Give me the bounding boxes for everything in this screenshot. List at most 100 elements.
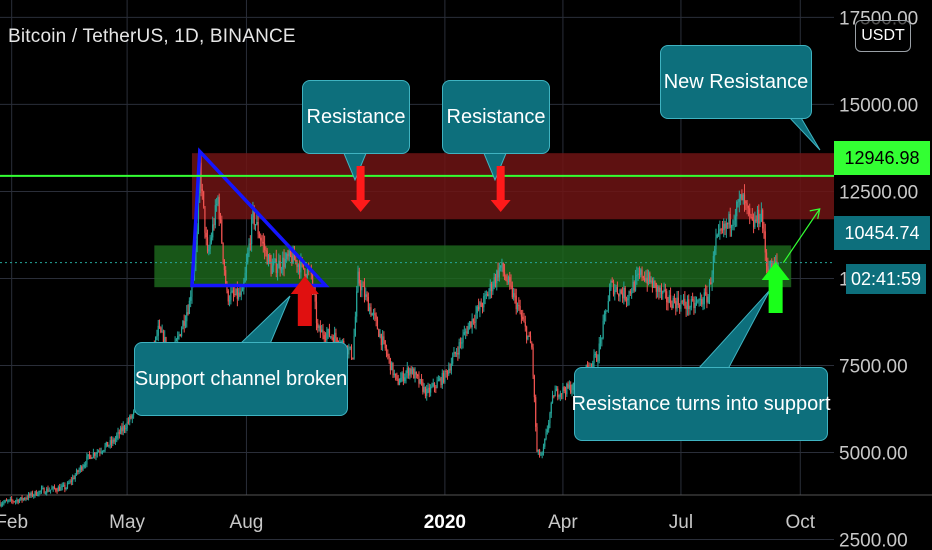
- candle-body: [754, 219, 756, 228]
- candle-body: [414, 371, 416, 379]
- candle-body: [510, 281, 512, 286]
- candle-body: [33, 495, 35, 497]
- candle-body: [666, 291, 668, 303]
- candle-body: [158, 325, 161, 328]
- candle-body: [191, 284, 193, 297]
- candle-body: [241, 289, 244, 292]
- currency-button[interactable]: USDT: [855, 20, 911, 52]
- candle-body: [607, 300, 609, 311]
- candle-body: [204, 206, 206, 233]
- candle-body: [366, 294, 368, 298]
- candle-body: [406, 368, 408, 373]
- candle-body: [440, 378, 442, 385]
- candle-body: [262, 241, 264, 244]
- candle-body: [37, 494, 39, 496]
- candle-body: [625, 299, 628, 301]
- candle-body: [296, 260, 298, 267]
- candle-body: [30, 492, 32, 496]
- candle-body: [492, 286, 494, 292]
- candle-body: [620, 290, 622, 294]
- candle-body: [689, 307, 691, 310]
- candle-body: [684, 298, 686, 306]
- candle-body: [78, 469, 80, 473]
- candle-body: [336, 337, 338, 343]
- candle-body: [650, 280, 652, 282]
- candle-body: [35, 491, 37, 496]
- candle-body: [467, 326, 469, 334]
- candle-body: [127, 421, 130, 423]
- candle-body: [457, 353, 459, 355]
- candle-body: [81, 466, 83, 470]
- candle-body: [563, 387, 565, 392]
- time-tick-label: 2020: [424, 512, 466, 533]
- candle-body: [90, 455, 92, 459]
- candle-body: [767, 266, 769, 272]
- candle-body: [598, 343, 600, 362]
- candle-body: [402, 372, 404, 382]
- candle-body: [100, 451, 102, 453]
- candle-body: [254, 224, 257, 226]
- callout-tail: [696, 289, 771, 370]
- candle-body: [52, 486, 54, 489]
- candle-body: [356, 291, 358, 317]
- candle-body: [187, 312, 189, 314]
- candle-body: [383, 336, 385, 341]
- candle-body: [393, 373, 395, 376]
- candle-body: [636, 274, 638, 277]
- candle-body: [400, 378, 402, 383]
- candle-body: [609, 289, 611, 301]
- candle-body: [721, 229, 724, 231]
- candle-body: [611, 281, 613, 283]
- candle-body: [616, 287, 618, 294]
- candle-body: [227, 290, 229, 302]
- candle-body: [468, 321, 471, 327]
- candle-body: [711, 274, 713, 285]
- candle-body: [597, 361, 599, 363]
- candle-body: [458, 342, 460, 355]
- candle-body: [675, 301, 677, 309]
- candle-body: [108, 445, 110, 447]
- resistance-price-label: 12946.98: [834, 141, 930, 175]
- candle-body: [34, 491, 36, 496]
- candle-body: [305, 275, 307, 277]
- candle-body: [736, 201, 738, 217]
- candle-body: [244, 272, 246, 283]
- candle-body: [203, 191, 205, 207]
- candle-body: [734, 216, 737, 221]
- candle-body: [649, 272, 651, 282]
- candle-body: [44, 493, 46, 495]
- candle-body: [514, 293, 516, 296]
- candle-body: [732, 224, 734, 226]
- candle-body: [688, 299, 690, 310]
- candle-body: [77, 470, 79, 473]
- candle-body: [114, 438, 117, 442]
- candle-body: [466, 331, 468, 334]
- candle-body: [240, 291, 242, 296]
- candle-body: [125, 428, 127, 430]
- candle-body: [82, 466, 84, 470]
- candle-body: [646, 277, 648, 284]
- candle-body: [515, 295, 517, 310]
- candle-body: [712, 255, 714, 275]
- candle-body: [641, 269, 643, 277]
- candle-body: [686, 299, 689, 310]
- candle-body: [513, 293, 515, 298]
- time-axis[interactable]: Feb May Aug 2020 Apr Jul Oct: [0, 512, 816, 533]
- candle-body: [396, 375, 398, 379]
- candle-body: [667, 302, 669, 304]
- candle-body: [24, 498, 26, 500]
- candle-body: [16, 499, 18, 501]
- candle-body: [570, 384, 572, 393]
- candle-body: [527, 335, 529, 340]
- candle-body: [427, 387, 429, 389]
- candle-body: [437, 380, 440, 382]
- candle-body: [690, 299, 692, 308]
- candle-body: [104, 445, 106, 451]
- candle-body: [695, 301, 698, 304]
- candle-body: [679, 305, 681, 309]
- candle-body: [109, 440, 111, 446]
- candle-body: [321, 329, 323, 333]
- candle-body: [715, 237, 717, 250]
- candle-body: [156, 335, 158, 338]
